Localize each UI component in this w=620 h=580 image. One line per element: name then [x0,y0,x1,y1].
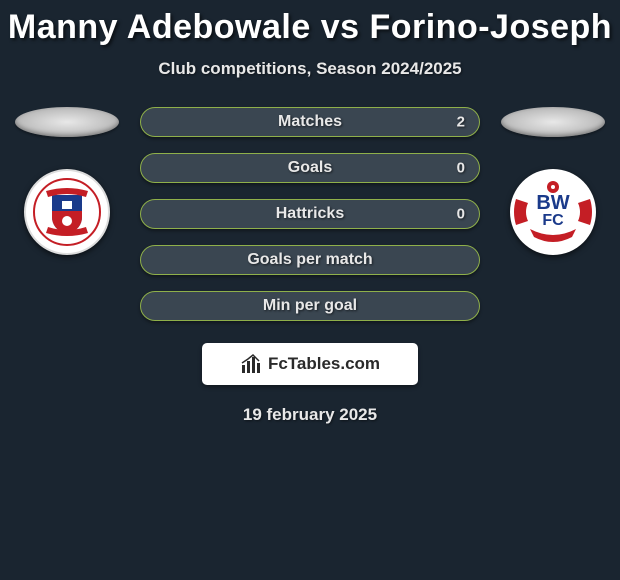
stat-row-goals-per-match: Goals per match [140,245,480,275]
stat-label: Min per goal [263,297,357,315]
svg-text:BW: BW [536,192,569,214]
stat-value: 0 [457,206,465,223]
subtitle: Club competitions, Season 2024/2025 [0,59,620,79]
stat-value: 0 [457,160,465,177]
page-title: Manny Adebowale vs Forino-Joseph [0,8,620,47]
comparison-card: Manny Adebowale vs Forino-Joseph Club co… [0,0,620,425]
right-column: BW FC [498,107,608,255]
stat-row-goals: Goals 0 [140,153,480,183]
stat-label: Matches [278,113,342,131]
main-row: Matches 2 Goals 0 Hattricks 0 Goals per … [0,107,620,321]
stat-label: Goals [288,159,332,177]
stat-label: Hattricks [276,205,344,223]
stat-value: 2 [457,114,465,131]
player-silhouette-right [501,107,605,137]
stats-column: Matches 2 Goals 0 Hattricks 0 Goals per … [140,107,480,321]
brand-label: FcTables.com [268,354,380,374]
shield-icon [32,177,102,247]
svg-text:FC: FC [542,212,564,229]
club-badge-icon: BW FC [510,169,596,255]
stat-label: Goals per match [247,251,372,269]
bar-chart-icon [240,353,262,375]
stat-row-matches: Matches 2 [140,107,480,137]
brand-watermark[interactable]: FcTables.com [202,343,418,385]
bolton-wanderers-crest: BW FC [510,169,596,255]
player-silhouette-left [15,107,119,137]
crawley-town-crest [24,169,110,255]
stat-row-min-per-goal: Min per goal [140,291,480,321]
stat-row-hattricks: Hattricks 0 [140,199,480,229]
date-label: 19 february 2025 [0,405,620,425]
left-column [12,107,122,255]
